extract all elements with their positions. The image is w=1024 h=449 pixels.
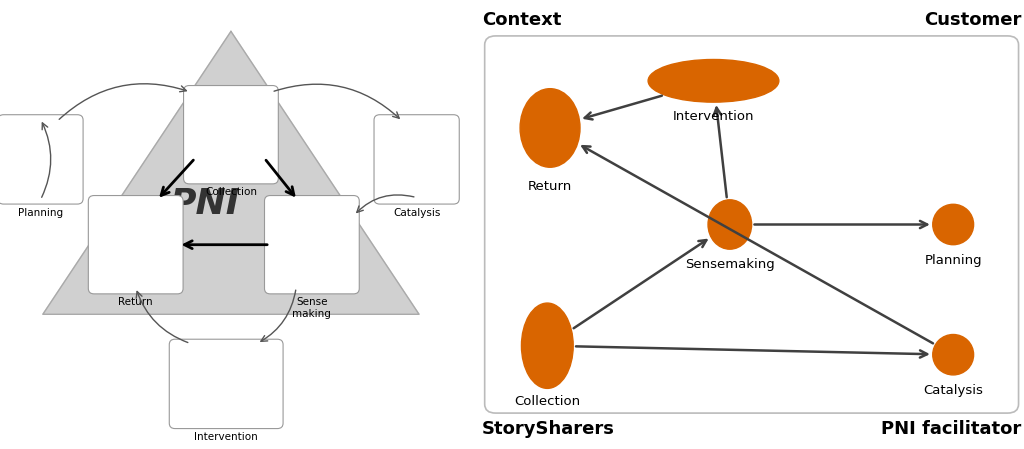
- Text: Collection: Collection: [514, 395, 581, 408]
- Ellipse shape: [521, 303, 573, 388]
- Ellipse shape: [708, 200, 752, 249]
- Text: Return: Return: [119, 297, 153, 308]
- Text: Sense
making: Sense making: [293, 297, 332, 319]
- Ellipse shape: [520, 89, 580, 167]
- Text: Catalysis: Catalysis: [393, 207, 440, 218]
- Text: Planning: Planning: [17, 207, 63, 218]
- FancyBboxPatch shape: [264, 196, 359, 294]
- FancyBboxPatch shape: [88, 196, 183, 294]
- Ellipse shape: [933, 204, 974, 245]
- FancyBboxPatch shape: [169, 339, 283, 428]
- Text: Planning: Planning: [925, 254, 982, 267]
- Text: Catalysis: Catalysis: [924, 384, 983, 397]
- Text: Sensemaking: Sensemaking: [685, 258, 775, 271]
- Text: Intervention: Intervention: [195, 432, 258, 442]
- Text: Context: Context: [482, 11, 561, 29]
- Text: PNI: PNI: [170, 187, 240, 221]
- Polygon shape: [43, 31, 419, 314]
- Text: Customer: Customer: [924, 11, 1021, 29]
- FancyBboxPatch shape: [0, 115, 83, 204]
- Ellipse shape: [648, 60, 779, 102]
- FancyBboxPatch shape: [484, 36, 1019, 413]
- Text: Return: Return: [528, 180, 572, 193]
- Ellipse shape: [933, 335, 974, 375]
- Text: Intervention: Intervention: [673, 110, 755, 123]
- Text: PNI facilitator: PNI facilitator: [881, 420, 1021, 438]
- FancyBboxPatch shape: [183, 86, 279, 184]
- Text: StorySharers: StorySharers: [482, 420, 614, 438]
- FancyBboxPatch shape: [374, 115, 459, 204]
- Text: Collection: Collection: [205, 188, 257, 198]
